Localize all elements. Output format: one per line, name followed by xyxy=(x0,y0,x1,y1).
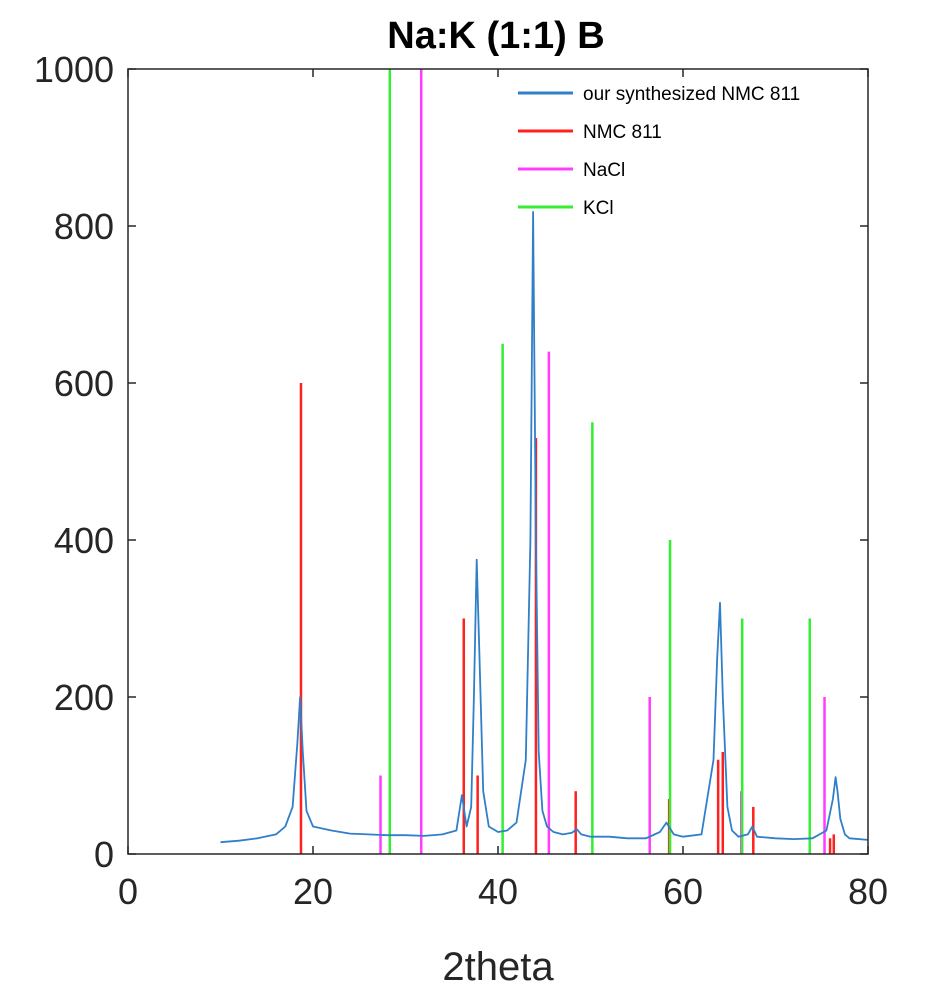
x-tick-label: 60 xyxy=(663,871,703,912)
legend-label-nacl: NaCl xyxy=(583,160,625,181)
legend: our synthesized NMC 811 NMC 811 NaCl KCl xyxy=(518,84,800,219)
y-tick-label: 0 xyxy=(94,834,114,875)
y-tick-label: 600 xyxy=(54,363,114,404)
y-tick-label: 200 xyxy=(54,677,114,718)
legend-label-nmc-811: NMC 811 xyxy=(583,122,662,143)
axes-ticks: 0 200 400 600 800 1000 0 20 40 60 80 xyxy=(34,49,888,912)
x-tick-label: 0 xyxy=(118,871,138,912)
legend-label-kcl: KCl xyxy=(583,198,614,219)
x-axis-title: 2theta xyxy=(442,945,554,989)
x-tick-label: 40 xyxy=(478,871,518,912)
legend-label-our-synthesized-nmc-811: our synthesized NMC 811 xyxy=(583,84,800,105)
y-tick-label: 800 xyxy=(54,206,114,247)
x-tick-label: 20 xyxy=(293,871,333,912)
series-line-synthesized-nmc-811 xyxy=(220,210,869,844)
x-tick-label: 80 xyxy=(848,871,888,912)
y-tick-label: 400 xyxy=(54,520,114,561)
y-tick-label: 1000 xyxy=(34,49,114,90)
plot-area xyxy=(220,69,869,854)
chart-title: Na:K (1:1) B xyxy=(387,15,604,57)
